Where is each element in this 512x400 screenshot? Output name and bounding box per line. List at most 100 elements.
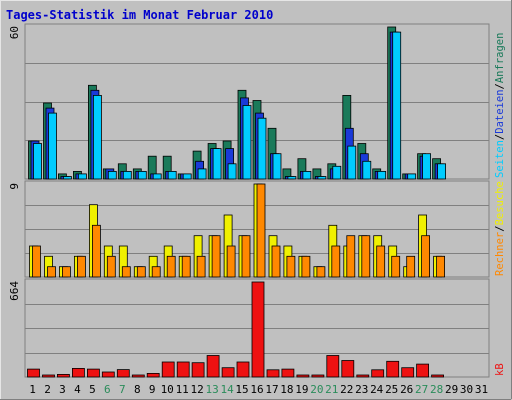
day-label-23: 23 [355, 383, 368, 396]
day-label-26: 26 [400, 383, 413, 396]
sites-bar-day-19 [301, 255, 311, 278]
day-label-29: 29 [445, 383, 458, 396]
sites-bar-day-4 [77, 255, 86, 278]
legend-item-kbytes: kB [494, 363, 506, 376]
kbytes-bar-day-24 [371, 369, 385, 378]
legend-bottom: kB [494, 363, 506, 376]
pages-bar-day-1 [33, 143, 42, 180]
day-label-18: 18 [280, 383, 293, 396]
kbytes-bar-day-12 [191, 362, 205, 378]
legend-separator: / [494, 134, 506, 140]
sites-bar-day-2 [47, 266, 56, 278]
day-label-20: 20 [310, 383, 323, 396]
legend-item-files: Dateien [494, 89, 506, 133]
kbytes-bar-day-8 [131, 374, 145, 378]
day-label-31: 31 [475, 383, 488, 396]
sites-bar-day-22 [346, 235, 356, 278]
kbytes-bar-day-10 [161, 361, 175, 378]
kbytes-bar-day-5 [87, 368, 100, 378]
pages-bar-day-19 [302, 170, 312, 180]
legend-item-sites: Rechner [494, 232, 506, 276]
day-label-3: 3 [59, 383, 66, 396]
sites-bar-day-17 [271, 245, 281, 278]
day-label-25: 25 [385, 383, 398, 396]
chart-title: Tages-Statistik im Monat Februar 2010 [6, 8, 273, 22]
legend-text: Seiten/Dateien/Anfragen [494, 33, 506, 178]
sites-bar-day-5 [92, 224, 101, 278]
day-axis-labels: 1 2 3 4 5 6 7 8 9 10 11 12 13 14 15 16 17 18 19 20 21 22 23 24 2… [29, 383, 488, 396]
y-axis-max-label: 9 [8, 183, 21, 190]
pages-bar-day-17 [272, 153, 282, 180]
day-label-5: 5 [89, 383, 96, 396]
kbytes-bar-day-13 [206, 355, 220, 378]
kbytes-bar-day-15 [236, 361, 250, 378]
legend-separator: / [494, 83, 506, 89]
sites-bar-day-27 [421, 235, 431, 278]
pages-bar-day-23 [362, 160, 372, 180]
sites-bar-day-7 [121, 266, 131, 278]
kbytes-bar-day-27 [416, 363, 430, 378]
kbytes-bar-day-18 [281, 368, 295, 378]
pages-bar-day-8 [137, 170, 147, 180]
day-label-24: 24 [370, 383, 384, 396]
day-label-2: 2 [44, 383, 51, 396]
sites-bar-day-24 [376, 245, 386, 278]
sites-bar-day-26 [406, 255, 416, 278]
legend-item-hits: Anfragen [494, 33, 506, 84]
kbytes-bar-day-16 [251, 281, 265, 378]
day-label-22: 22 [340, 383, 353, 396]
pages-bar-day-16 [257, 117, 267, 180]
kbytes-bar-day-1 [27, 368, 40, 378]
day-label-19: 19 [295, 383, 308, 396]
pages-bar-day-11 [182, 173, 192, 180]
panel-middle: 9 [8, 180, 490, 278]
kbytes-bar-day-28 [431, 374, 445, 378]
kbytes-bar-day-14 [221, 367, 235, 378]
kbytes-bar-day-26 [401, 367, 415, 378]
day-label-1: 1 [29, 383, 36, 396]
sites-bar-day-10 [166, 255, 176, 278]
day-label-7: 7 [119, 383, 126, 396]
pages-bar-day-25 [392, 31, 402, 180]
legend-text: Rechner/Besuche [494, 181, 506, 276]
pages-bar-day-10 [167, 170, 177, 180]
day-label-28: 28 [430, 383, 443, 396]
sites-bar-day-21 [331, 245, 341, 278]
kbytes-bar-day-25 [386, 360, 400, 378]
sites-bar-day-11 [181, 255, 191, 278]
sites-bar-day-28 [436, 255, 446, 278]
pages-bar-day-5 [93, 95, 102, 180]
day-label-14: 14 [220, 383, 234, 396]
series-sites [32, 183, 446, 278]
day-label-11: 11 [176, 383, 189, 396]
sites-bar-day-6 [106, 255, 116, 278]
sites-bar-day-14 [226, 245, 236, 278]
sites-bar-day-9 [151, 266, 161, 278]
legend-middle: Rechner/Besuche [494, 181, 506, 276]
sites-bar-day-25 [391, 255, 401, 278]
kbytes-bar-day-3 [57, 373, 70, 378]
legend-text: kB [494, 363, 506, 376]
day-label-4: 4 [74, 383, 81, 396]
kbytes-bar-day-7 [116, 369, 130, 378]
pages-bar-day-24 [377, 170, 387, 180]
kbytes-bar-day-23 [356, 374, 370, 378]
day-label-17: 17 [265, 383, 278, 396]
y-axis-max-label: 664 [8, 281, 21, 301]
pages-bar-day-22 [347, 145, 357, 180]
kbytes-bar-day-21 [326, 355, 340, 378]
day-label-27: 27 [415, 383, 428, 396]
chart-panels: 60 9 664 [8, 23, 490, 378]
pages-bar-day-13 [212, 148, 222, 180]
kbytes-bar-day-20 [311, 374, 325, 378]
kbytes-bar-day-2 [42, 374, 55, 378]
kbytes-bar-day-17 [266, 369, 280, 378]
kbytes-bar-day-4 [72, 367, 85, 378]
kbytes-bar-day-9 [146, 372, 160, 378]
day-label-6: 6 [104, 383, 111, 396]
legend-item-visits: Besuche [494, 181, 506, 225]
legend-item-pages: Seiten [494, 140, 506, 178]
series-kbytes [27, 281, 445, 378]
